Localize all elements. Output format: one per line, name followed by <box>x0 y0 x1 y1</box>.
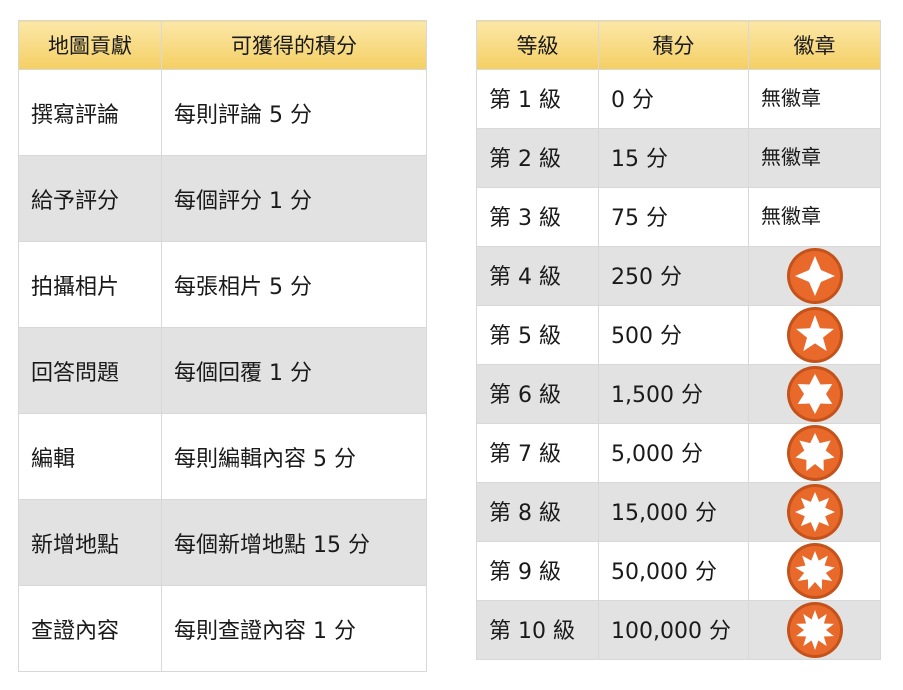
table-row: 回答問題 每個回覆 1 分 <box>18 327 427 414</box>
contribution-points: 每則查證內容 1 分 <box>161 585 427 672</box>
level-points: 50,000 分 <box>598 541 749 601</box>
no-badge-label: 無徽章 <box>748 69 881 129</box>
table-row: 第 2 級 15 分 無徽章 <box>476 128 881 188</box>
table-row: 給予評分 每個評分 1 分 <box>18 155 427 242</box>
level-points: 250 分 <box>598 246 749 306</box>
level-points: 15 分 <box>598 128 749 188</box>
contribution-type: 新增地點 <box>18 499 162 586</box>
table-row: 編輯 每則編輯內容 5 分 <box>18 413 427 500</box>
star-4-point-badge-icon <box>786 248 843 304</box>
table-row: 撰寫評論 每則評論 5 分 <box>18 69 427 156</box>
contribution-points: 每則評論 5 分 <box>161 69 427 156</box>
level-label: 第 5 級 <box>476 305 599 365</box>
table-row: 第 4 級 250 分 <box>476 246 881 306</box>
header-level: 等級 <box>476 20 599 70</box>
contribution-type: 給予評分 <box>18 155 162 242</box>
contributions-table: 地圖貢獻 可獲得的積分 撰寫評論 每則評論 5 分 給予評分 每個評分 1 分 … <box>18 20 427 672</box>
header-badge: 徽章 <box>748 20 881 70</box>
contribution-points: 每個評分 1 分 <box>161 155 427 242</box>
contribution-points: 每則編輯內容 5 分 <box>161 413 427 500</box>
no-badge-label: 無徽章 <box>748 187 881 247</box>
table-row: 第 3 級 75 分 無徽章 <box>476 187 881 247</box>
contribution-points: 每個回覆 1 分 <box>161 327 427 414</box>
contribution-type: 編輯 <box>18 413 162 500</box>
star-10-point-badge-icon <box>786 602 843 658</box>
level-points: 1,500 分 <box>598 364 749 424</box>
header-points: 積分 <box>598 20 749 70</box>
level-label: 第 3 級 <box>476 187 599 247</box>
table-row: 第 7 級 5,000 分 <box>476 423 881 483</box>
levels-header-row: 等級 積分 徽章 <box>476 20 881 70</box>
star-8-point-badge-icon <box>786 484 843 540</box>
table-row: 第 8 級 15,000 分 <box>476 482 881 542</box>
level-points: 100,000 分 <box>598 600 749 660</box>
level-label: 第 8 級 <box>476 482 599 542</box>
table-row: 查證內容 每則查證內容 1 分 <box>18 585 427 672</box>
contribution-type: 撰寫評論 <box>18 69 162 156</box>
contribution-type: 拍攝相片 <box>18 241 162 328</box>
level-points: 500 分 <box>598 305 749 365</box>
table-row: 新增地點 每個新增地點 15 分 <box>18 499 427 586</box>
level-points: 5,000 分 <box>598 423 749 483</box>
star-6-point-badge-icon <box>786 366 843 422</box>
table-row: 第 5 級 500 分 <box>476 305 881 365</box>
level-label: 第 6 級 <box>476 364 599 424</box>
level-label: 第 4 級 <box>476 246 599 306</box>
table-row: 第 10 級 100,000 分 <box>476 600 881 660</box>
level-label: 第 1 級 <box>476 69 599 129</box>
header-points-earned: 可獲得的積分 <box>161 20 427 70</box>
contribution-points: 每張相片 5 分 <box>161 241 427 328</box>
level-label: 第 10 級 <box>476 600 599 660</box>
no-badge-label: 無徽章 <box>748 128 881 188</box>
level-label: 第 2 級 <box>476 128 599 188</box>
table-row: 第 6 級 1,500 分 <box>476 364 881 424</box>
contribution-type: 查證內容 <box>18 585 162 672</box>
contributions-header-row: 地圖貢獻 可獲得的積分 <box>18 20 427 70</box>
level-points: 75 分 <box>598 187 749 247</box>
table-row: 第 1 級 0 分 無徽章 <box>476 69 881 129</box>
contribution-points: 每個新增地點 15 分 <box>161 499 427 586</box>
contribution-type: 回答問題 <box>18 327 162 414</box>
star-7-point-badge-icon <box>786 425 843 481</box>
header-contribution-type: 地圖貢獻 <box>18 20 162 70</box>
star-5-point-badge-icon <box>786 307 843 363</box>
level-points: 15,000 分 <box>598 482 749 542</box>
level-label: 第 7 級 <box>476 423 599 483</box>
levels-table: 等級 積分 徽章 第 1 級 0 分 無徽章 第 2 級 15 分 無徽章 第 … <box>476 20 881 660</box>
table-row: 拍攝相片 每張相片 5 分 <box>18 241 427 328</box>
table-row: 第 9 級 50,000 分 <box>476 541 881 601</box>
level-label: 第 9 級 <box>476 541 599 601</box>
level-points: 0 分 <box>598 69 749 129</box>
star-9-point-badge-icon <box>786 543 843 599</box>
